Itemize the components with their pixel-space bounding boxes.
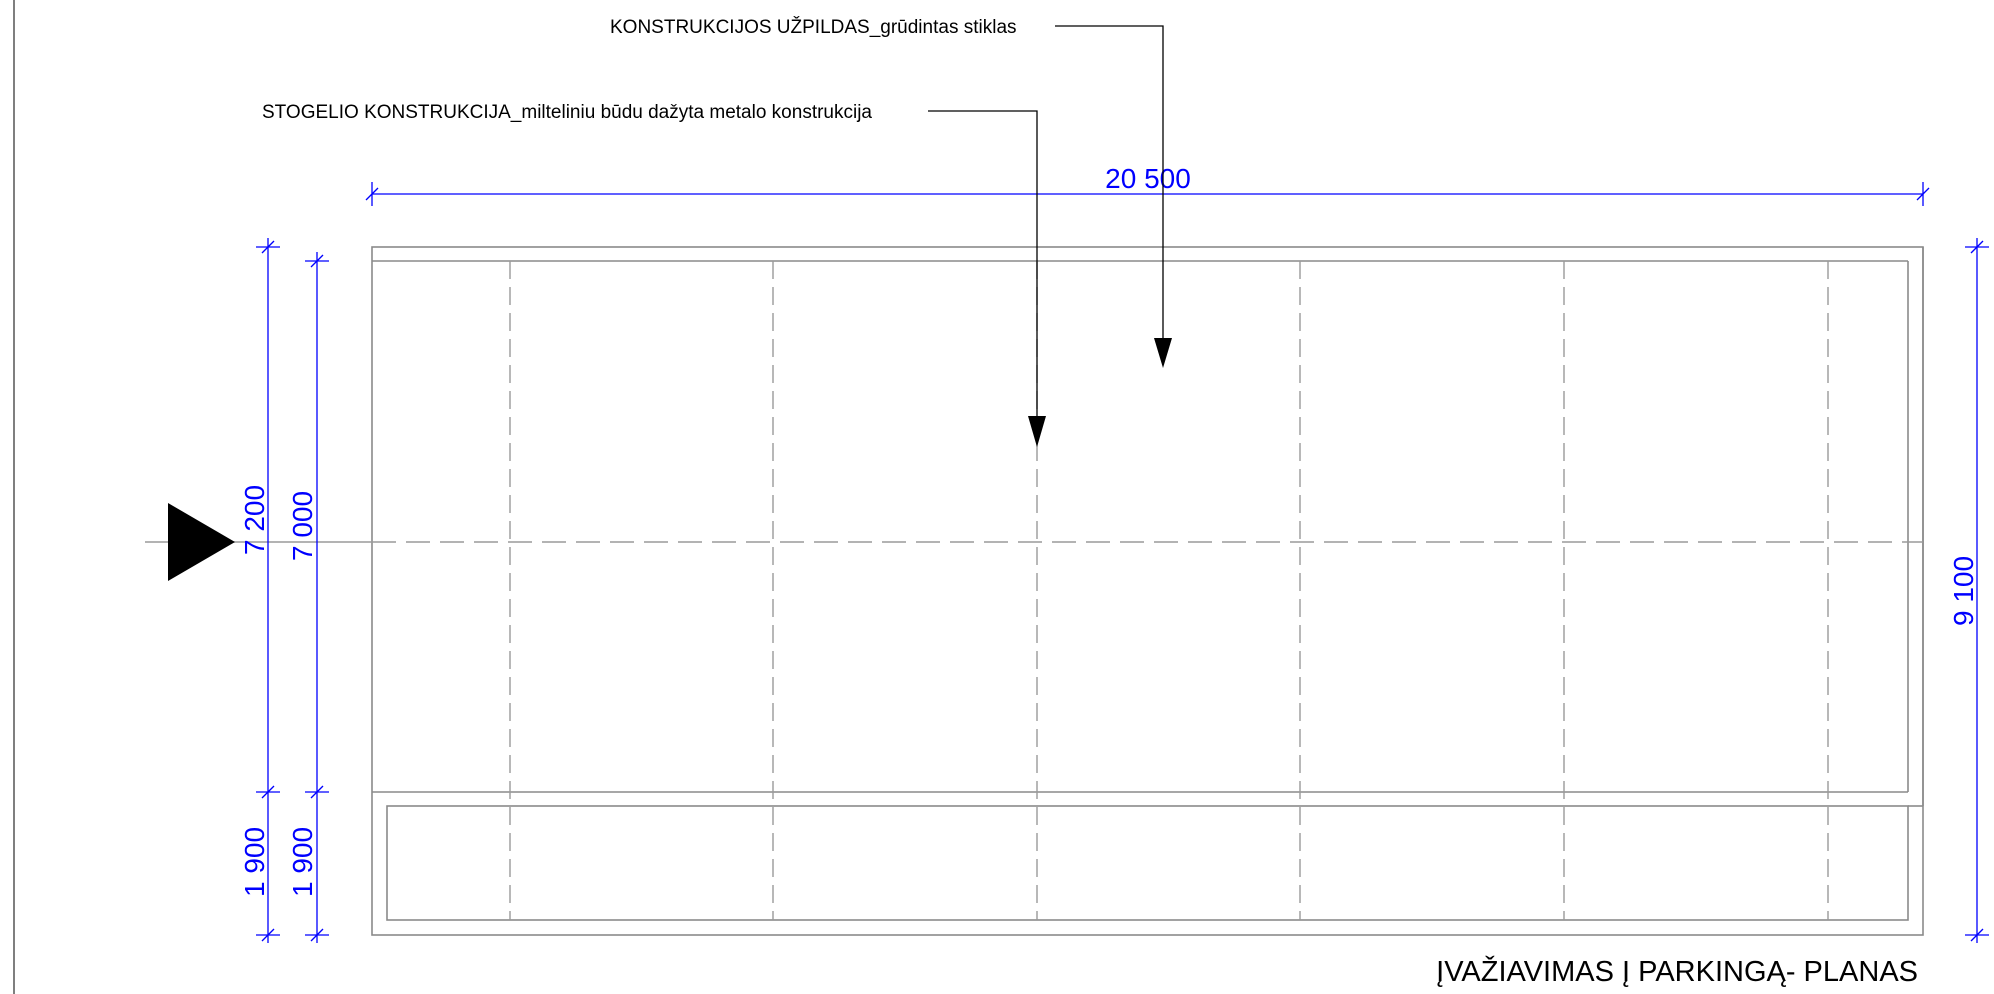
dimension-right-total: 9 100 (1948, 238, 1989, 943)
drawing-title: ĮVAŽIAVIMAS Į PARKINGĄ- PLANAS (1436, 955, 1918, 988)
note-infill: KONSTRUKCIJOS UŽPILDAS_grūdintas stiklas (610, 16, 1172, 368)
plan-outline (371, 246, 1924, 936)
left-outer-main-label: 7 200 (239, 485, 270, 555)
left-inner-bottom-label: 1 900 (287, 827, 318, 897)
structural-grid (372, 261, 1923, 920)
section-marker (145, 503, 372, 581)
dimension-left-outer: 7 200 1 900 (239, 238, 280, 943)
section-marker-arrow-icon (168, 503, 235, 581)
overall-width-label: 20 500 (1105, 163, 1191, 194)
left-outer-bottom-label: 1 900 (239, 827, 270, 897)
dimension-overall-width: 20 500 (365, 163, 1930, 206)
dimension-left-inner: 7 000 1 900 (287, 252, 329, 943)
note-roof-structure-arrow-icon (1028, 416, 1046, 447)
left-inner-main-label: 7 000 (287, 491, 318, 561)
note-infill-leader (1055, 25, 1164, 340)
right-total-label: 9 100 (1948, 556, 1979, 626)
note-roof-structure: STOGELIO KONSTRUKCIJA_milteliniu būdu da… (262, 102, 1046, 447)
note-roof-structure-leader (928, 110, 1038, 418)
note-roof-structure-text: STOGELIO KONSTRUKCIJA_milteliniu būdu da… (262, 102, 872, 123)
note-infill-arrow-icon (1154, 338, 1172, 368)
canopy-outer-outline (371, 246, 1924, 936)
note-infill-text: KONSTRUKCIJOS UŽPILDAS_grūdintas stiklas (610, 16, 1017, 38)
lower-strip-outline (386, 805, 1909, 921)
